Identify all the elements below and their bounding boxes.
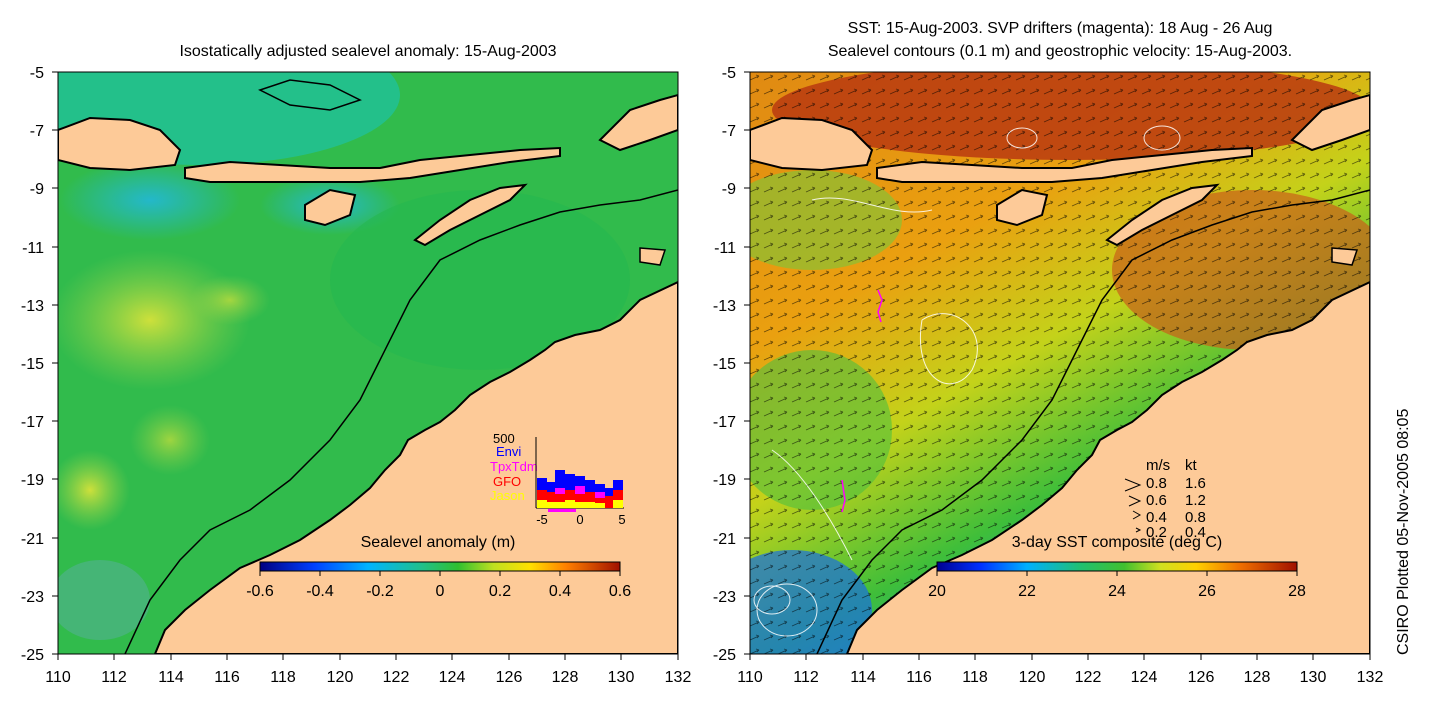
sst-colorbar-tick: 28 <box>1288 583 1306 600</box>
y-tick-label: -23 <box>713 589 736 606</box>
x-tick-label: 130 <box>608 669 635 686</box>
y-tick-label: -11 <box>22 240 44 257</box>
anomaly-colorbar-tick: 0.4 <box>549 583 571 600</box>
anomaly-colorbar <box>259 561 621 572</box>
y-tick-label: -23 <box>21 589 44 606</box>
y-tick-label: -13 <box>21 298 44 315</box>
inset-ymax-label: 500 <box>493 431 515 446</box>
x-tick-label: 118 <box>962 669 988 686</box>
y-tick-label: -25 <box>713 647 736 664</box>
x-tick-label: 126 <box>496 669 523 686</box>
anomaly-colorbar-tick: 0.6 <box>609 583 631 600</box>
inset-x-tick: -5 <box>536 512 548 527</box>
left-map-title: Isostatically adjusted sealevel anomaly:… <box>179 43 557 60</box>
anomaly-colorbar-tick: -0.4 <box>306 583 334 600</box>
sst-colorbar-tick: 20 <box>928 583 946 600</box>
sst-colorbar-tick: 26 <box>1198 583 1216 600</box>
x-tick-label: 114 <box>850 669 876 686</box>
x-tick-label: 112 <box>793 669 819 686</box>
anomaly-colorbar-tick: -0.6 <box>246 583 274 600</box>
velocity-legend-kt: 1.2 <box>1185 492 1206 509</box>
altimeter-inset: 500 Envi TpxTdm GFO Jason -5 0 5 <box>490 431 626 527</box>
y-tick-label: -25 <box>21 647 44 664</box>
y-tick-label: -19 <box>21 472 44 489</box>
right-map-title-line2: Sealevel contours (0.1 m) and geostrophi… <box>827 43 1293 60</box>
x-tick-label: 126 <box>1188 669 1215 686</box>
y-tick-label: -9 <box>722 181 736 198</box>
anomaly-colorbar-tick: 0 <box>436 583 445 600</box>
sst-colorbar-tick: 22 <box>1018 583 1036 600</box>
y-tick-label: -17 <box>713 414 736 431</box>
velocity-legend-ms: 0.2 <box>1146 524 1167 541</box>
anomaly-colorbar-tick: 0.2 <box>489 583 511 600</box>
x-tick-label: 122 <box>383 669 410 686</box>
y-tick-label: -9 <box>30 181 44 198</box>
x-tick-label: 120 <box>1019 669 1046 686</box>
x-tick-label: 122 <box>1075 669 1102 686</box>
x-tick-label: 124 <box>1131 669 1158 686</box>
inset-legend-tpxtdm: TpxTdm <box>490 459 538 474</box>
y-tick-label: -5 <box>30 65 44 82</box>
y-tick-label: -21 <box>21 531 44 548</box>
anomaly-colorbar-tick: -0.2 <box>366 583 394 600</box>
right-map-title-line1: SST: 15-Aug-2003. SVP drifters (magenta)… <box>847 20 1273 37</box>
velocity-legend-header-kt: kt <box>1185 457 1198 474</box>
x-tick-label: 132 <box>665 669 692 686</box>
velocity-legend-ms: 0.6 <box>1146 492 1167 509</box>
y-tick-label: -7 <box>30 123 44 140</box>
x-tick-label: 110 <box>737 669 763 686</box>
velocity-legend-kt: 0.8 <box>1185 509 1206 526</box>
sst-map: -5 -7 -9 -11 -13 -15 -17 -19 -21 -23 -25… <box>713 65 1384 686</box>
x-tick-label: 128 <box>552 669 579 686</box>
y-tick-label: -17 <box>21 414 44 431</box>
x-tick-label: 128 <box>1244 669 1271 686</box>
velocity-legend-kt: 1.6 <box>1185 475 1206 492</box>
inset-legend-gfo: GFO <box>493 474 521 489</box>
y-tick-label: -21 <box>713 531 736 548</box>
plot-credit: CSIRO Plotted 05-Nov-2005 08:05 <box>1395 408 1412 655</box>
velocity-legend-ms: 0.8 <box>1146 475 1167 492</box>
sst-colorbar-tick: 24 <box>1108 583 1126 600</box>
anomaly-colorbar-label: Sealevel anomaly (m) <box>361 534 516 551</box>
y-tick-label: -13 <box>713 298 736 315</box>
velocity-legend-ms: 0.4 <box>1146 509 1167 526</box>
y-tick-label: -5 <box>722 65 736 82</box>
x-tick-label: 130 <box>1300 669 1327 686</box>
velocity-legend: m/s kt 0.8 1.6 0.6 1.2 0.4 0.8 0.2 0.4 <box>1124 457 1206 541</box>
x-tick-label: 110 <box>45 669 71 686</box>
sealevel-anomaly-map: -5 -7 -9 -11 -13 -15 -17 -19 -21 -23 -25… <box>21 65 692 686</box>
y-tick-label: -19 <box>713 472 736 489</box>
sst-colorbar <box>936 561 1298 572</box>
x-tick-label: 118 <box>270 669 296 686</box>
x-tick-label: 120 <box>327 669 354 686</box>
y-tick-label: -15 <box>21 356 44 373</box>
x-tick-label: 116 <box>906 669 932 686</box>
velocity-legend-kt: 0.4 <box>1185 524 1206 541</box>
velocity-legend-header-ms: m/s <box>1146 457 1170 474</box>
x-tick-label: 112 <box>101 669 127 686</box>
inset-legend-jason: Jason <box>490 488 525 503</box>
y-tick-label: -11 <box>714 240 736 257</box>
x-tick-label: 114 <box>158 669 184 686</box>
sst-colorbar-label: 3-day SST composite (deg C) <box>1012 534 1222 551</box>
inset-legend-envi: Envi <box>496 444 521 459</box>
inset-x-tick: 5 <box>618 512 625 527</box>
x-tick-label: 116 <box>214 669 240 686</box>
y-tick-label: -7 <box>722 123 736 140</box>
x-tick-label: 132 <box>1357 669 1384 686</box>
x-tick-label: 124 <box>439 669 466 686</box>
y-tick-label: -15 <box>713 356 736 373</box>
inset-x-tick: 0 <box>576 512 583 527</box>
